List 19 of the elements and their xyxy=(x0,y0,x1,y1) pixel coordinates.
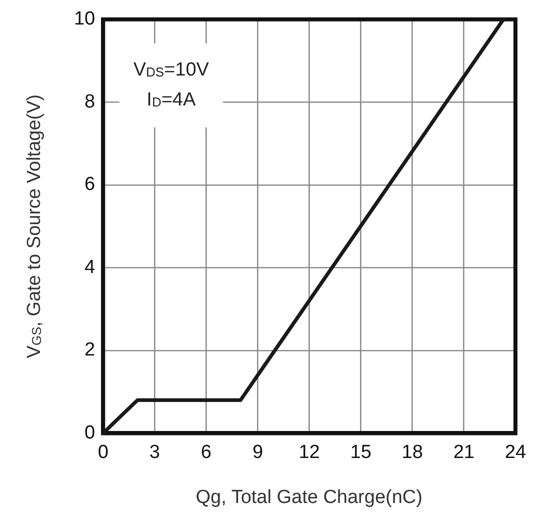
y-tick-label: 10 xyxy=(74,8,96,30)
x-tick-label: 6 xyxy=(200,442,212,463)
y-tick-label: 0 xyxy=(84,422,96,444)
x-tick-label: 9 xyxy=(252,442,264,463)
x-tick-label: 18 xyxy=(402,442,423,463)
x-tick-label: 24 xyxy=(504,442,526,463)
x-tick-label: 3 xyxy=(149,442,160,463)
y-tick-label: 2 xyxy=(84,340,96,361)
annotation: VDS=10V xyxy=(133,59,210,80)
x-tick-label: 21 xyxy=(453,442,474,463)
x-tick-label: 15 xyxy=(350,442,372,463)
y-tick-label: 8 xyxy=(84,91,96,112)
x-tick-label: 0 xyxy=(98,442,108,463)
x-axis-title: Qg, Total Gate Charge(nC) xyxy=(196,487,422,508)
y-tick-label: 4 xyxy=(84,256,96,278)
x-tick-label: 12 xyxy=(298,442,320,463)
annotation: ID=4A xyxy=(146,89,196,110)
y-tick-label: 6 xyxy=(84,174,96,196)
y-axis-title: VGS, Gate to Source Voltage(V) xyxy=(24,94,45,358)
